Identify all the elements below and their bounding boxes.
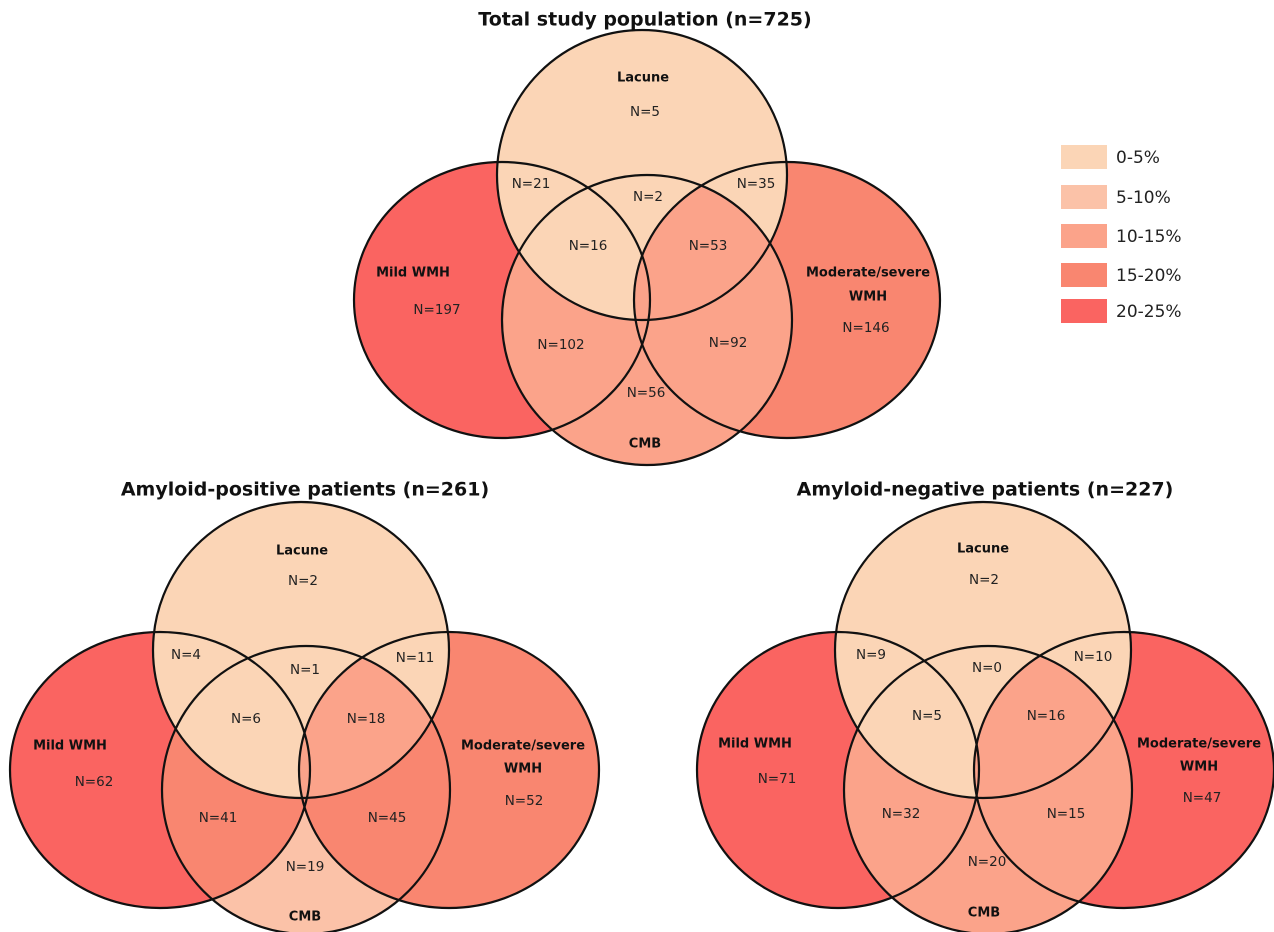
region-lac-mod-cmb [634,175,787,320]
count-lac-cmb: N=2 [633,189,663,205]
set-label-wmh: WMH [1180,760,1218,775]
venn-diagram: Amyloid-negative patients (n=227) Lacune M… [695,479,1274,932]
count-lac-mild-cmb: N=5 [912,708,942,724]
legend-item: 10-15% [1061,224,1182,248]
count-mild-only: N=71 [758,771,797,787]
set-label-moderate-severe: Moderate/severe [1137,737,1261,752]
count-lac-mild: N=4 [171,647,201,663]
legend-swatch [1061,263,1107,287]
diagram-title: Amyloid-negative patients (n=227) [797,479,1174,501]
count-mild-cmb: N=41 [199,810,238,826]
legend-swatch [1061,185,1107,209]
legend-item: 0-5% [1061,145,1160,169]
count-cmb-only: N=56 [627,385,666,401]
count-mod-cmb: N=15 [1047,806,1086,822]
count-mod-cmb: N=92 [709,335,748,351]
legend-swatch [1061,299,1107,323]
count-lacune-only: N=2 [969,572,999,588]
region-lac-mild-cmb [844,646,979,798]
count-cmb-only: N=20 [968,854,1007,870]
count-lac-mild-cmb: N=16 [569,238,608,254]
set-label-mild-wmh: Mild WMH [33,739,107,754]
legend-swatch [1061,145,1107,169]
set-label-lacune: Lacune [617,71,669,86]
set-label-moderate-severe: Moderate/severe [461,739,585,754]
count-lac-mod-cmb: N=53 [689,238,728,254]
set-outline [151,500,451,800]
diagram-title: Total study population (n=725) [478,9,811,31]
count-lacune-only: N=2 [288,573,318,589]
count-lac-mild-cmb: N=6 [231,711,261,727]
count-mild-only: N=62 [75,774,114,790]
set-label-cmb: CMB [289,910,321,925]
count-lac-mod: N=11 [396,650,435,666]
count-lacune-only: N=5 [630,104,660,120]
legend-item: 20-25% [1061,299,1182,323]
count-lac-mod: N=10 [1074,649,1113,665]
set-outline [352,160,652,440]
count-lac-mild: N=21 [512,176,551,192]
legend-item: 5-10% [1061,185,1171,209]
set-outline [972,630,1274,910]
diagram-title: Amyloid-positive patients (n=261) [121,479,489,501]
set-label-mild-wmh: Mild WMH [376,266,450,281]
region-lac-mild-cmb [502,175,650,320]
set-label-mild-wmh: Mild WMH [718,737,792,752]
count-lac-mod: N=35 [737,176,776,192]
count-lac-mild: N=9 [856,647,886,663]
legend-label: 10-15% [1116,227,1182,247]
set-label-cmb: CMB [968,906,1000,921]
count-lac-cmb: N=1 [290,662,320,678]
count-lac-cmb: N=0 [972,660,1002,676]
count-mod-only: N=52 [505,793,544,809]
set-outline [160,644,452,932]
set-outline [695,630,981,910]
set-label-moderate-severe: Moderate/severe [806,266,930,281]
count-mild-only: N=197 [413,302,460,318]
set-outline [842,644,1134,932]
venn-diagrams: Total study population (n=725) Lacune Mild… [8,9,1274,932]
count-mild-cmb: N=32 [882,806,921,822]
legend-label: 15-20% [1116,266,1182,286]
set-label-cmb: CMB [629,437,661,452]
count-mod-only: N=47 [1183,790,1222,806]
venn-diagram: Total study population (n=725) Lacune Mild… [352,9,942,467]
set-outline [500,173,794,467]
set-label-wmh: WMH [849,290,887,305]
set-label-lacune: Lacune [276,544,328,559]
set-outline [833,500,1133,800]
venn-diagram: Amyloid-positive patients (n=261) Lacune M… [8,479,601,932]
legend-label: 0-5% [1116,148,1160,168]
count-cmb-only: N=19 [286,859,325,875]
legend-label: 20-25% [1116,302,1182,322]
set-outline [8,630,312,910]
set-label-lacune: Lacune [957,542,1009,557]
legend-item: 15-20% [1061,263,1182,287]
legend-swatch [1061,224,1107,248]
color-legend: 0-5% 5-10% 10-15% 15-20% 20-25% [1061,145,1182,323]
legend-label: 5-10% [1116,188,1171,208]
count-mod-cmb: N=45 [368,810,407,826]
count-lac-mod-cmb: N=18 [347,711,386,727]
count-mild-cmb: N=102 [537,337,584,353]
count-mod-only: N=146 [842,320,889,336]
set-label-wmh: WMH [504,762,542,777]
set-outline [495,28,789,322]
count-lac-mod-cmb: N=16 [1027,708,1066,724]
